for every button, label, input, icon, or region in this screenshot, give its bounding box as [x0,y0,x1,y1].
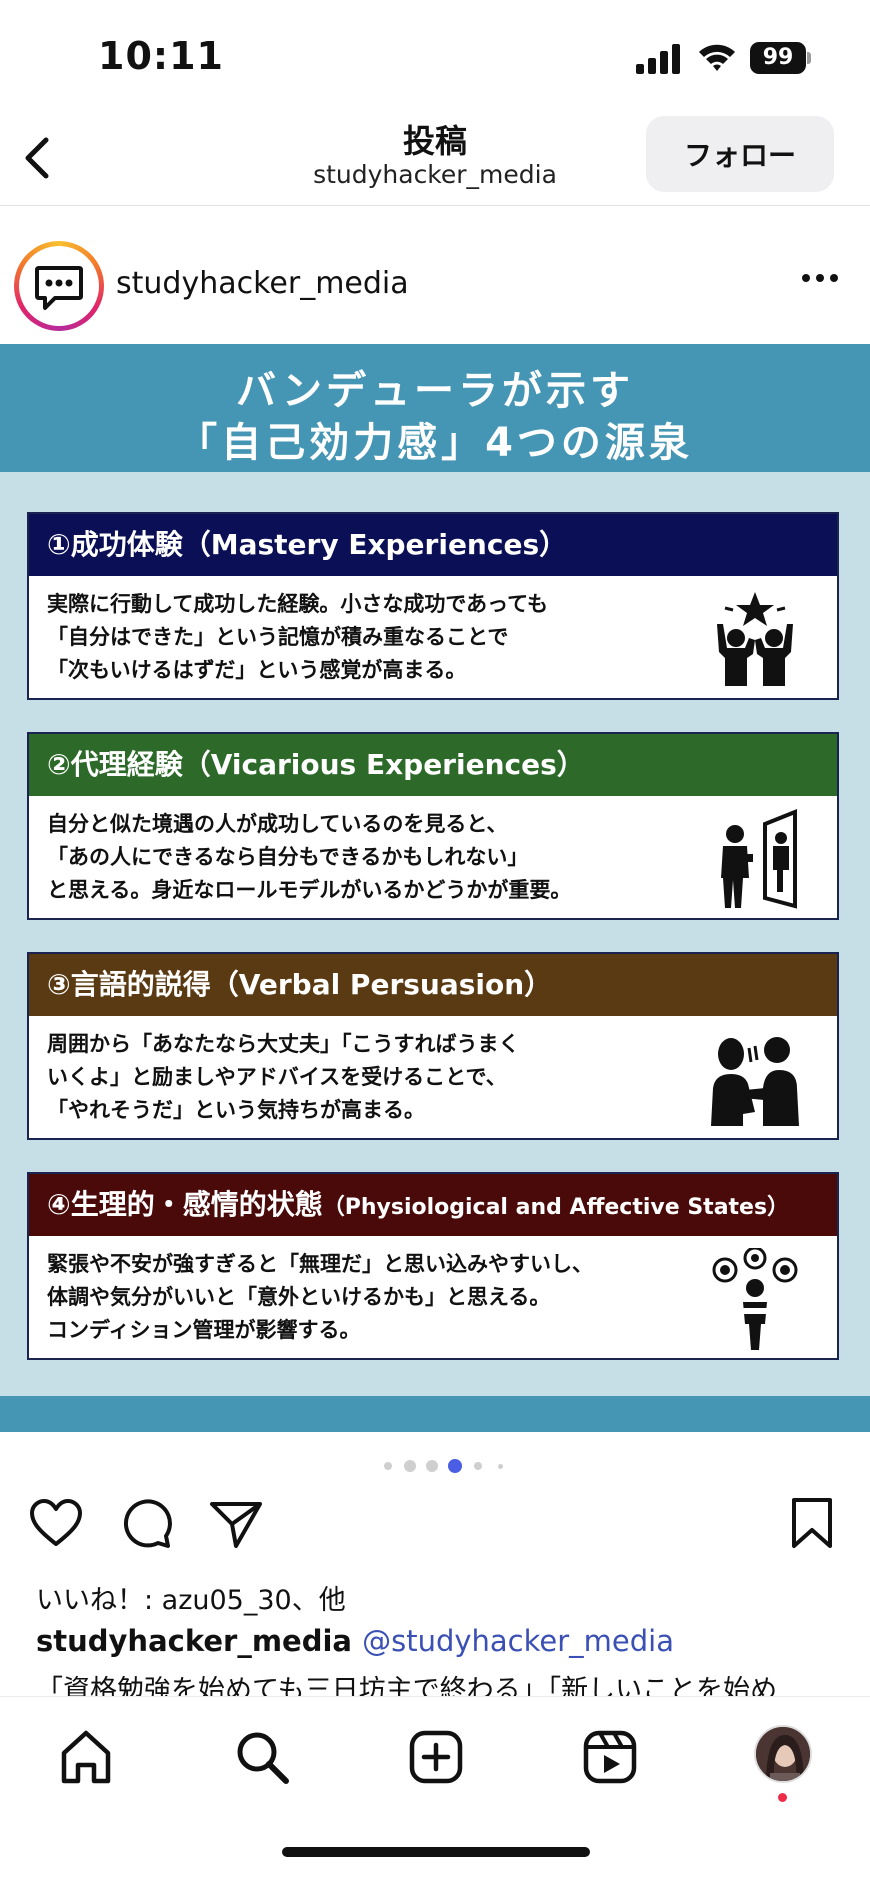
post-header: 投稿 studyhacker_media フォロー [0,110,870,206]
back-chevron-icon[interactable] [18,130,58,186]
caption-mention[interactable]: @studyhacker_media [362,1624,674,1658]
post-author-row: studyhacker_media [0,236,870,334]
image-title-line2: 「自己効力感」4つの源泉 [177,420,693,466]
card-text-line: 「あの人にできるなら自分もできるかもしれない」 [47,845,529,869]
home-icon[interactable] [56,1727,116,1787]
notification-dot [778,1793,787,1802]
bottom-tab-bar [0,1696,870,1882]
card-text-line: 緊張や不安が強すぎると「無理だ」と思い込みやすいし、 [47,1252,593,1276]
card-text-line: と思える。身近なロールモデルがいるかどうかが重要。 [47,878,572,902]
status-time: 10:11 [98,34,224,78]
author-name[interactable]: studyhacker_media [116,266,409,301]
caption-header: studyhacker_media @studyhacker_media [36,1624,674,1658]
post-image[interactable]: バンデューラが示す 「自己効力感」4つの源泉 ①成功体験（Mastery Exp… [0,344,870,1432]
card-text-line: 自分と似た境遇の人が成功しているのを見ると、 [47,812,508,836]
battery-icon: 99 [750,42,812,74]
comment-bubble-icon[interactable] [118,1496,174,1552]
card-heading-sub: （Physiological and Affective States） [322,1195,790,1220]
card-text-line: いくよ」と励ましやアドバイスを受けることで、 [47,1065,507,1089]
card-text-line: 「自分はできた」という記憶が積み重なることで [47,625,509,649]
carousel-dot [426,1460,438,1472]
card-text-line: 「次もいけるはずだ」という感覚が高まる。 [47,658,467,682]
bookmark-icon[interactable] [784,1496,840,1552]
status-bar: 10:11 99 [0,0,870,110]
card-text-line: 「やれそうだ」という気持ちが高まる。 [47,1098,425,1122]
celebrating-people-icon [717,592,793,686]
source-card-physiological: ④生理的・感情的状態（Physiological and Affective S… [27,1172,839,1360]
caption-username[interactable]: studyhacker_media [36,1624,352,1658]
reels-icon[interactable] [580,1727,640,1787]
carousel-dot [474,1462,482,1470]
cellular-signal-icon [636,44,680,74]
follow-button[interactable]: フォロー [646,116,834,192]
carousel-dot [498,1464,503,1469]
search-icon[interactable] [232,1727,292,1787]
card-heading: ①成功体験（Mastery Experiences） [29,514,837,576]
card-heading: ②代理経験（Vicarious Experiences） [29,734,837,796]
profile-photo-icon [756,1727,810,1781]
card-heading: ④生理的・感情的状態（Physiological and Affective S… [29,1174,837,1236]
home-indicator [282,1847,590,1857]
profile-avatar[interactable] [754,1725,812,1783]
wifi-icon [699,44,735,71]
mirror-person-icon [721,809,797,909]
chat-bubble-icon [35,266,83,310]
post-actions [0,1496,870,1560]
card-body: 緊張や不安が強すぎると「無理だ」と思い込みやすいし、 体調や気分がいいと「意外と… [29,1236,837,1358]
likes-text[interactable]: いいね！: azu05_30、他 [36,1585,346,1616]
image-bottom-band [0,1396,870,1432]
image-title-banner: バンデューラが示す 「自己効力感」4つの源泉 [0,344,870,472]
source-card-vicarious: ②代理経験（Vicarious Experiences） 自分と似た境遇の人が成… [27,732,839,920]
image-title-line1: バンデューラが示す [236,368,634,414]
card-body: 実際に行動して成功した経験。小さな成功であっても 「自分はできた」という記憶が積… [29,576,837,698]
thinking-person-icon [712,1248,798,1350]
source-card-verbal: ③言語的説得（Verbal Persuasion） 周囲から「あなたなら大丈夫」… [27,952,839,1140]
carousel-dot [384,1462,392,1470]
card-body: 周囲から「あなたなら大丈夫」「こうすればうまく いくよ」と励ましやアドバイスを受… [29,1016,837,1138]
card-body: 自分と似た境遇の人が成功しているのを見ると、 「あの人にできるなら自分もできるか… [29,796,837,918]
share-send-icon[interactable] [208,1496,264,1552]
carousel-dot [404,1460,416,1472]
card-text-line: 周囲から「あなたなら大丈夫」「こうすればうまく [47,1032,520,1056]
carousel-indicator [384,1458,514,1473]
card-text-line: 体調や気分がいいと「意外といけるかも」と思える。 [47,1285,551,1309]
card-text-line: 実際に行動して成功した経験。小さな成功であっても [47,592,549,616]
like-heart-icon[interactable] [28,1496,84,1552]
page-title: 投稿 [402,122,467,160]
more-options-icon[interactable] [800,272,840,284]
source-card-mastery: ①成功体験（Mastery Experiences） 実際に行動して成功した経験… [27,512,839,700]
page-subtitle: studyhacker_media [313,160,557,189]
create-post-icon[interactable] [406,1727,466,1787]
encouraging-people-icon [711,1037,799,1126]
card-heading: ③言語的説得（Verbal Persuasion） [29,954,837,1016]
author-avatar[interactable] [14,241,104,331]
card-text-line: コンディション管理が影響する。 [47,1318,361,1342]
card-heading-main: ④生理的・感情的状態 [47,1188,323,1221]
carousel-dot-active [448,1459,462,1473]
battery-level: 99 [750,42,806,74]
